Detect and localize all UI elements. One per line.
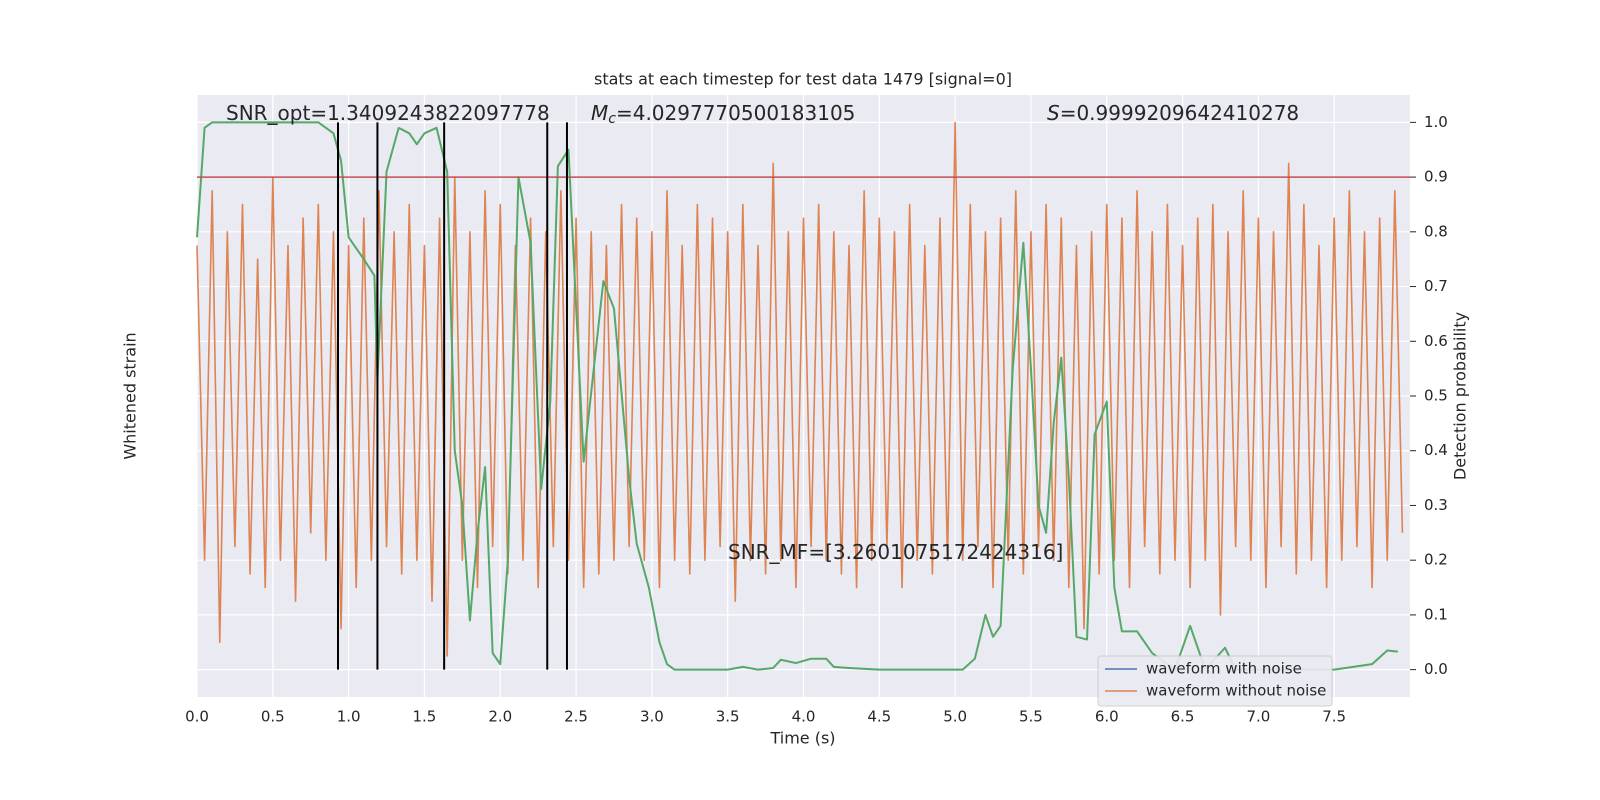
y2-tick-label: 0.4: [1424, 441, 1448, 459]
y2-tick-label: 0.6: [1424, 332, 1448, 350]
annotation-text: SNR_MF=[3.2601075172424316]: [728, 540, 1063, 564]
x-tick-label: 6.0: [1095, 708, 1119, 726]
annotation-symbol: M: [591, 101, 608, 125]
y2-tick-label: 1.0: [1424, 113, 1448, 131]
marks: [196, 121, 1410, 671]
y2-tick-label: 0.7: [1424, 277, 1448, 295]
annotation: SNR_MF=[3.2601075172424316]: [728, 540, 1063, 564]
y2-axis-label: Detection probability: [1451, 312, 1470, 480]
x-tick-label: 4.5: [867, 708, 891, 726]
annotation-text: SNR_opt=1.3409243822097778: [226, 101, 550, 125]
y2-tick-label: 0.1: [1424, 605, 1448, 623]
x-tick-label: 1.0: [337, 708, 361, 726]
chart-title: stats at each timestep for test data 147…: [594, 70, 1012, 89]
x-tick-label: 0.5: [261, 708, 285, 726]
annotation-symbol: S: [1047, 101, 1060, 125]
annotation: SNR_opt=1.3409243822097778: [226, 101, 550, 125]
x-tick-label: 1.5: [413, 708, 437, 726]
x-tick-label: 2.0: [488, 708, 512, 726]
x-tick-label: 5.5: [1019, 708, 1043, 726]
x-tick-label: 5.0: [943, 708, 967, 726]
annotation: S=0.9999209642410278: [1047, 101, 1299, 125]
legend-label: waveform with noise: [1146, 660, 1302, 678]
x-tick-label: 3.5: [716, 708, 740, 726]
y2-tick-label: 0.3: [1424, 496, 1448, 514]
x-tick-label: 2.5: [564, 708, 588, 726]
annotation-subscript: c: [608, 111, 616, 127]
series-line: [196, 121, 1398, 671]
x-tick-label: 7.0: [1246, 708, 1270, 726]
y2-tick-label: 0.0: [1424, 660, 1448, 678]
series-line: [196, 121, 1404, 657]
legend-label: waveform without noise: [1146, 682, 1326, 700]
annotation-text: =4.0297770500183105: [616, 101, 855, 125]
x-tick-label: 4.0: [792, 708, 816, 726]
x-tick-label: 7.5: [1322, 708, 1346, 726]
y2-tick-label: 0.8: [1424, 222, 1448, 240]
x-axis-label: Time (s): [769, 729, 835, 748]
y2-tick-label: 0.2: [1424, 551, 1448, 569]
x-tick-label: 3.0: [640, 708, 664, 726]
y-axis-label: Whitened strain: [121, 332, 140, 459]
annotation: Mc=4.0297770500183105: [591, 101, 855, 128]
labels: 0.0 0.5 1.0 1.5 2.0 2.5 3.0 3.5 4.0 4.5 5.0 5.5 6.0 6…: [185, 101, 1448, 726]
x-tick-label: 6.5: [1171, 708, 1195, 726]
x-tick-label: 0.0: [185, 708, 209, 726]
annotation-text: =0.9999209642410278: [1060, 101, 1299, 125]
legend-box: [1097, 655, 1333, 707]
y2-tick-label: 0.5: [1424, 387, 1448, 405]
y2-tick-label: 0.9: [1424, 168, 1448, 186]
